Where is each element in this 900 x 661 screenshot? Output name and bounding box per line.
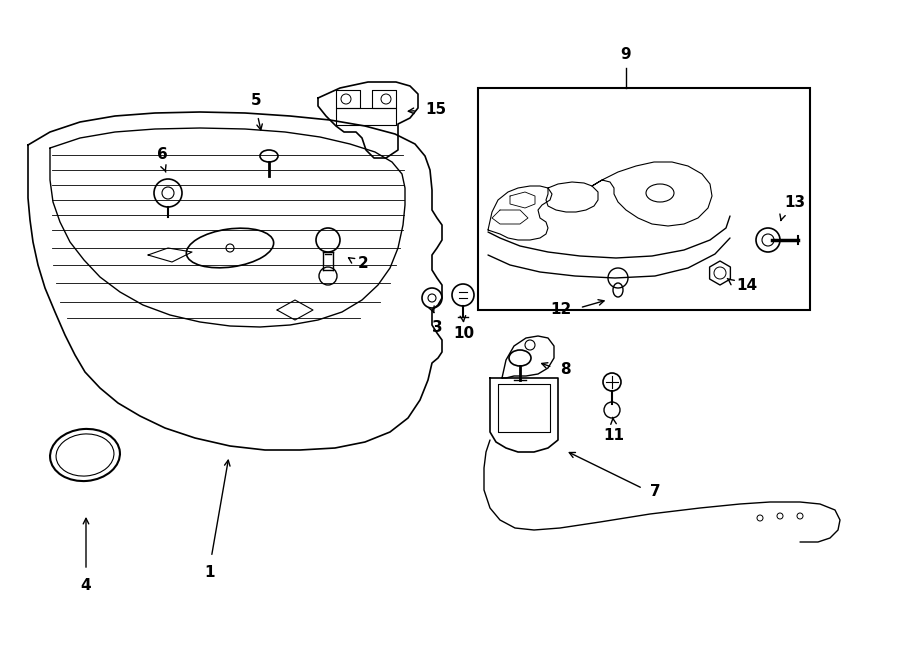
Bar <box>478 88 810 310</box>
Text: 4: 4 <box>81 578 91 593</box>
Text: 13: 13 <box>784 195 806 210</box>
Text: 14: 14 <box>736 278 757 293</box>
Text: 11: 11 <box>604 428 625 443</box>
Text: 3: 3 <box>432 320 442 335</box>
Text: 15: 15 <box>425 102 446 118</box>
Text: 9: 9 <box>621 47 631 62</box>
Text: 1: 1 <box>205 565 215 580</box>
Text: 8: 8 <box>560 362 571 377</box>
Text: 2: 2 <box>358 256 369 272</box>
Text: 6: 6 <box>157 147 167 162</box>
Text: 7: 7 <box>650 485 661 500</box>
Text: 5: 5 <box>251 93 261 108</box>
Text: 10: 10 <box>454 326 474 341</box>
Text: 12: 12 <box>551 303 572 317</box>
